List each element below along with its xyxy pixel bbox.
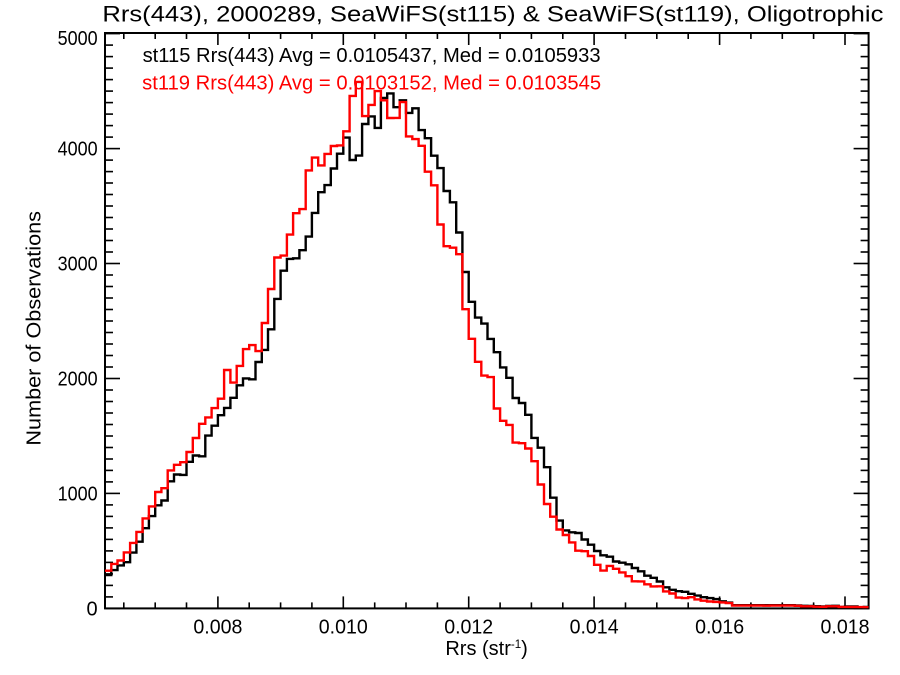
svg-text:4000: 4000	[58, 139, 98, 161]
svg-text:st119 Rrs(443) Avg = 0.0103152: st119 Rrs(443) Avg = 0.0103152, Med = 0.…	[142, 73, 601, 95]
svg-text:0.018: 0.018	[821, 617, 870, 639]
svg-text:1000: 1000	[58, 484, 98, 506]
svg-text:Rrs(443), 2000289, SeaWiFS(st1: Rrs(443), 2000289, SeaWiFS(st115) & SeaW…	[102, 1, 883, 26]
svg-text:Rrs (str-1): Rrs (str-1)	[445, 638, 527, 660]
svg-text:0.012: 0.012	[444, 617, 493, 639]
svg-text:2000: 2000	[58, 369, 98, 391]
svg-text:0.010: 0.010	[319, 617, 368, 639]
svg-text:0.008: 0.008	[193, 617, 242, 639]
svg-text:0.014: 0.014	[570, 617, 619, 639]
svg-text:3000: 3000	[58, 254, 98, 276]
svg-text:st115 Rrs(443) Avg = 0.0105437: st115 Rrs(443) Avg = 0.0105437, Med = 0.…	[143, 45, 601, 67]
svg-text:5000: 5000	[58, 28, 98, 50]
svg-text:Number of Observations: Number of Observations	[24, 211, 46, 446]
svg-text:0: 0	[86, 599, 97, 621]
svg-text:0.016: 0.016	[695, 617, 744, 639]
